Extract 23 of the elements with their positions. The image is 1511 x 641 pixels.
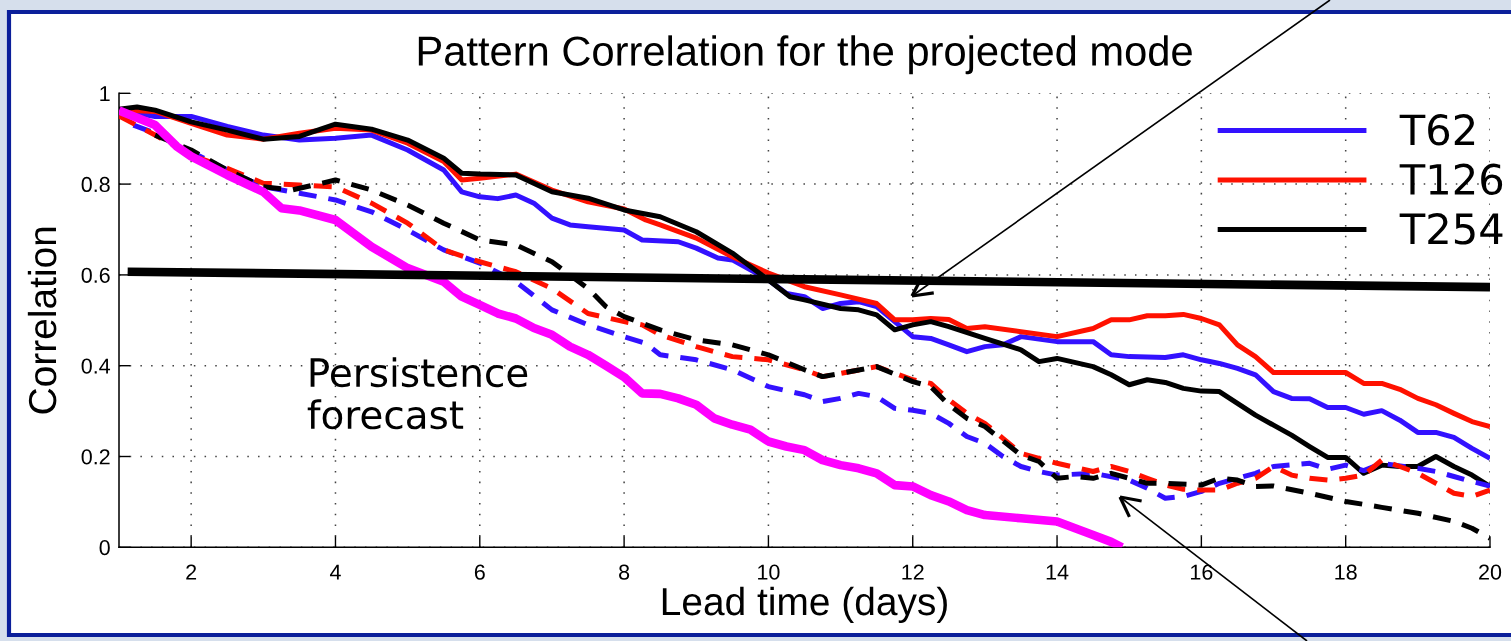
y-tick-label: 0 (99, 540, 110, 556)
y-tick-label: 0.4 (81, 358, 111, 374)
legend-label: T126 (1399, 163, 1503, 196)
y-axis-title: Correlation (27, 227, 57, 414)
x-tick-label: 6 (474, 564, 485, 580)
x-tick-label: 12 (902, 564, 924, 580)
x-axis-title: Lead time (days) (662, 586, 947, 624)
x-tick-label: 10 (758, 564, 780, 580)
y-tick-label: 1 (100, 86, 110, 102)
x-tick-label: 20 (1479, 564, 1502, 580)
y-tick-label: 0.6 (81, 267, 110, 283)
chart-title: Pattern Correlation for the projected mode (418, 35, 1192, 75)
x-tick-label: 16 (1191, 564, 1213, 580)
legend-label: T62 (1399, 114, 1475, 146)
y-tick-label: 0.8 (81, 176, 110, 193)
x-tick-label: 8 (619, 564, 630, 580)
y-tick-label: 0.2 (81, 449, 110, 465)
x-tick-label: 2 (186, 564, 197, 580)
x-tick-label: 18 (1335, 564, 1357, 580)
legend-label: T254 (1399, 213, 1503, 245)
x-tick-label: 14 (1046, 564, 1069, 580)
x-tick-label: 4 (329, 564, 341, 580)
annotation: Persistence forecast (307, 357, 528, 430)
